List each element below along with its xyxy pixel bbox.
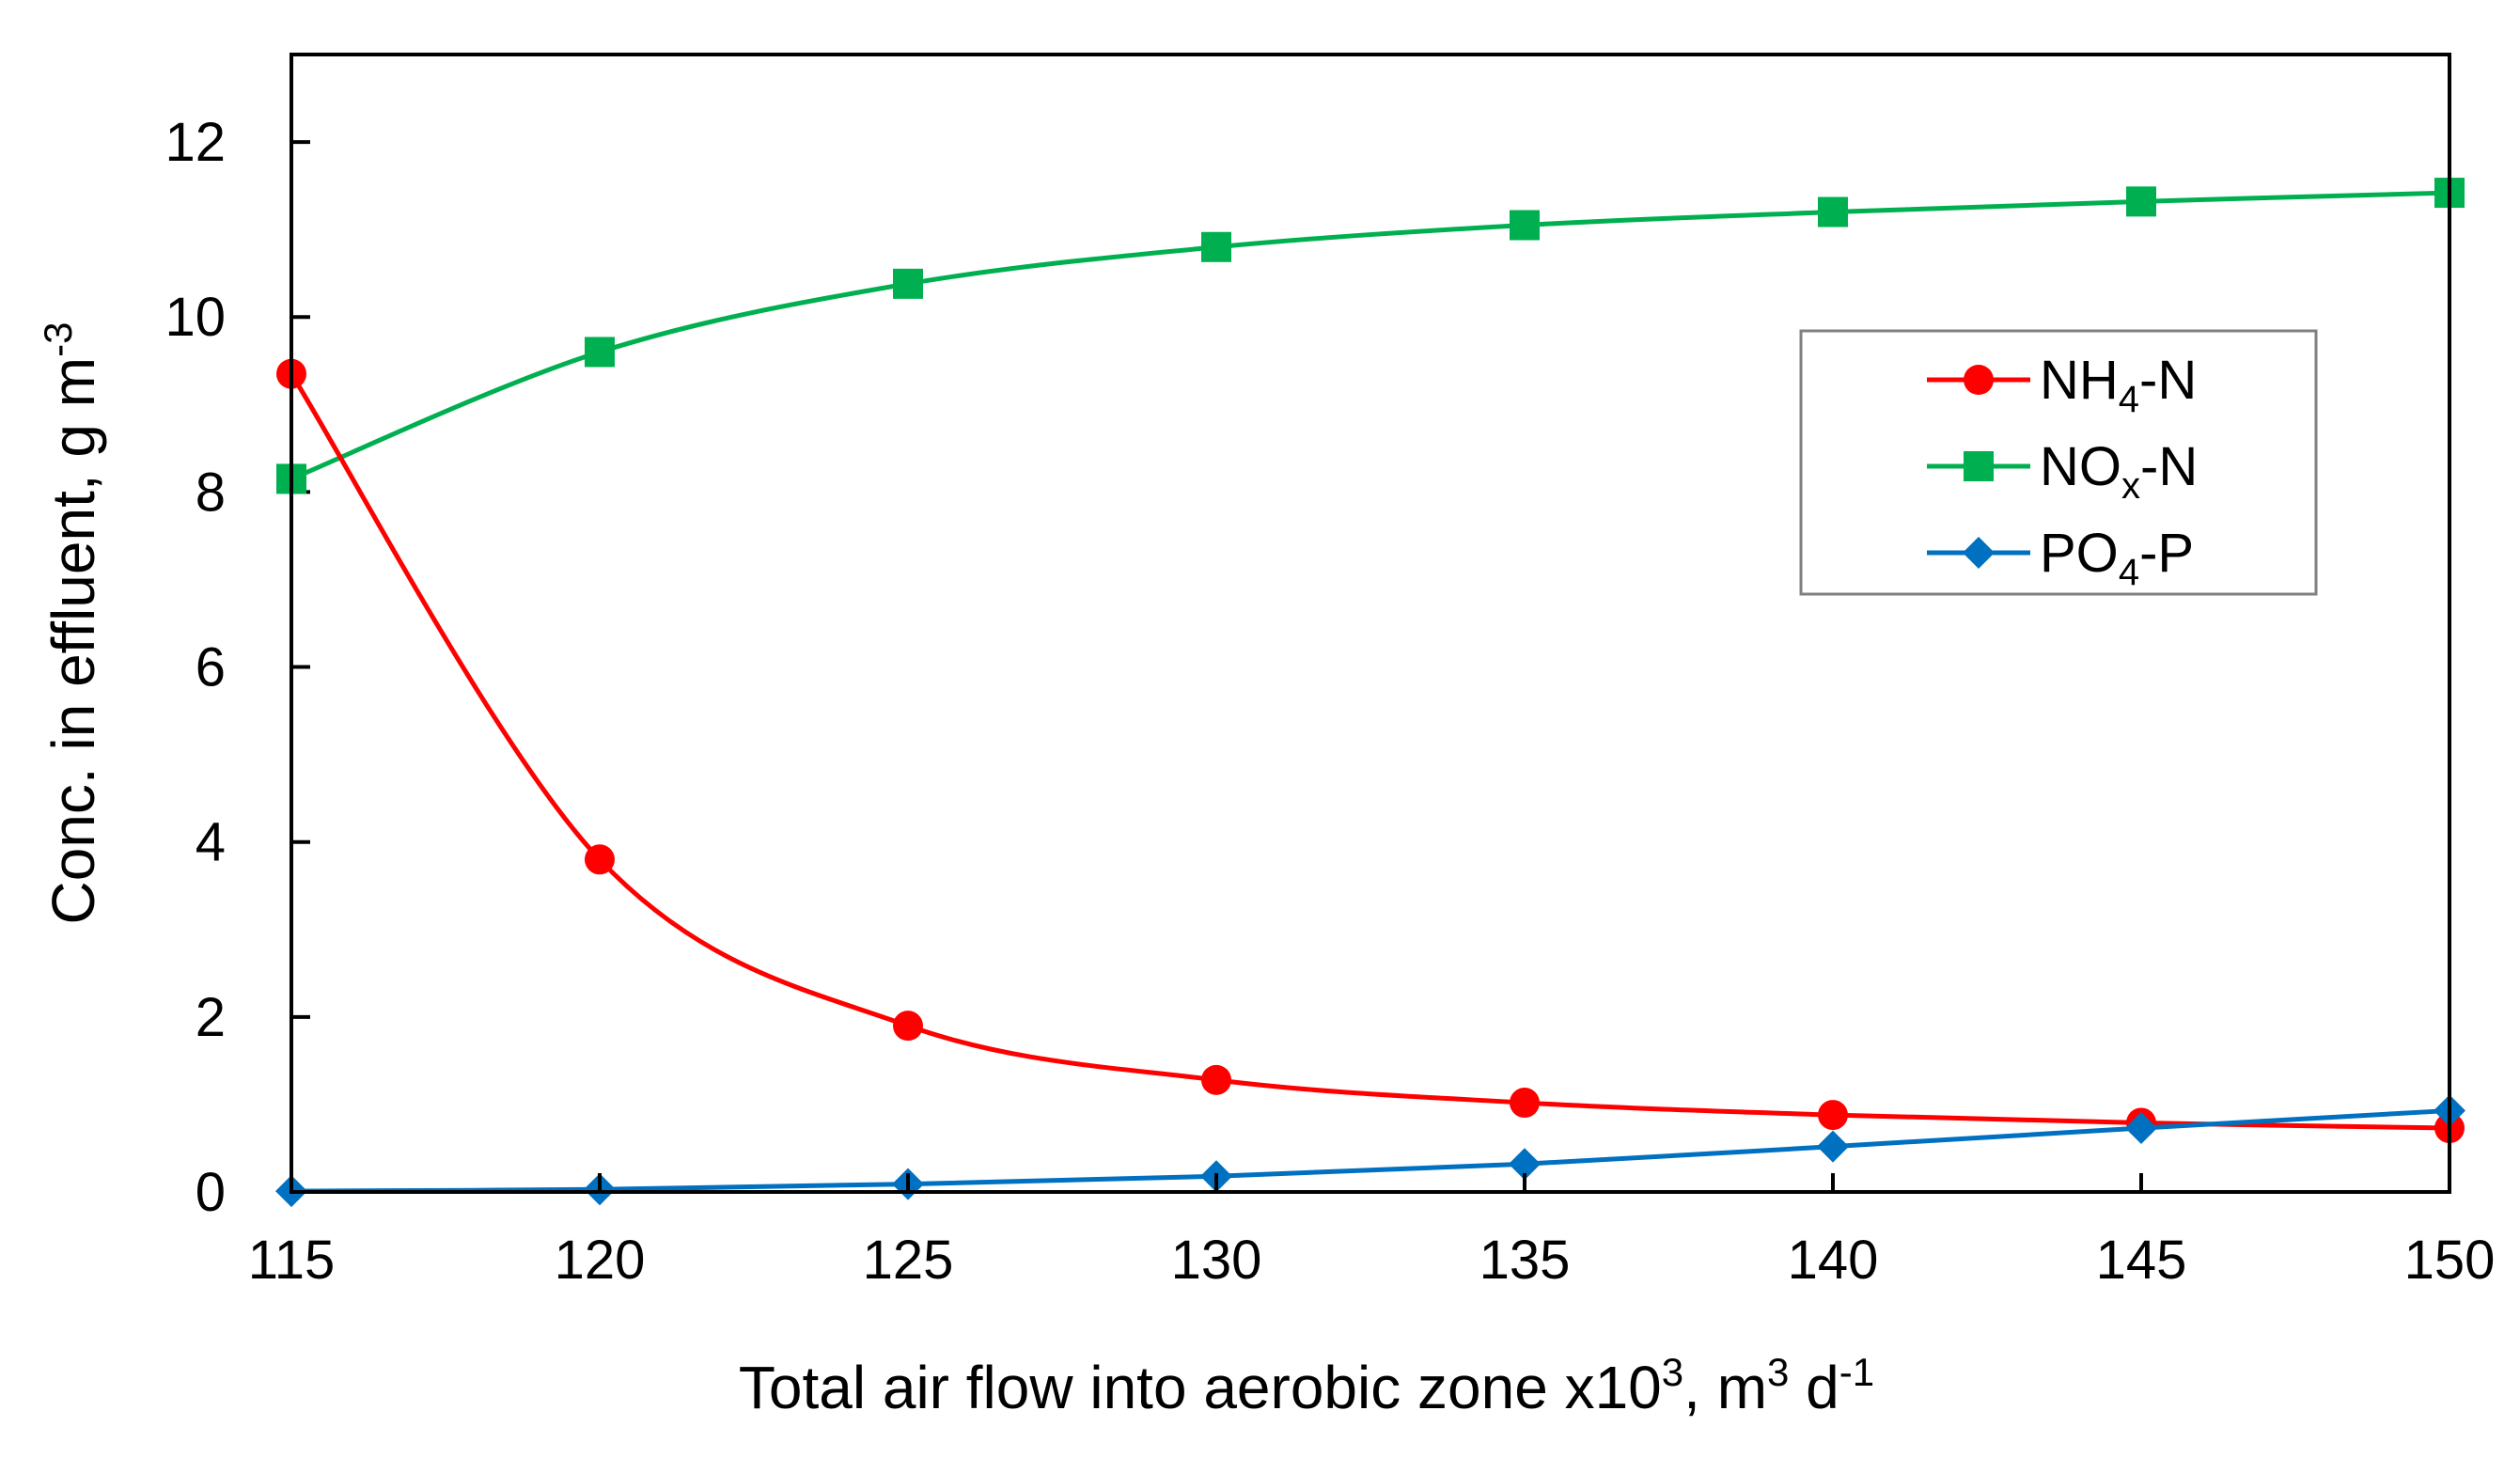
- data-point-nox-n: [893, 268, 923, 299]
- x-tick-label: 140: [1788, 1230, 1879, 1291]
- data-point-po4-p: [2125, 1112, 2157, 1145]
- series-group: [275, 178, 2465, 1208]
- x-tick-label: 130: [1171, 1230, 1262, 1291]
- series-line-po4-p: [290, 1107, 2450, 1194]
- legend-marker: [1964, 365, 1994, 395]
- y-tick-label: 4: [196, 812, 226, 873]
- legend-label: NOx-N: [2040, 436, 2198, 507]
- y-axis-title: Conc. in effluent, g m-3: [36, 322, 107, 925]
- series-line-nox-n: [290, 190, 2450, 481]
- x-tick-label: 150: [2404, 1230, 2496, 1291]
- series-nox-n: [276, 178, 2465, 494]
- data-point-nox-n: [1201, 231, 1231, 262]
- data-point-nh4-n: [893, 1011, 923, 1042]
- data-point-nh4-n: [1201, 1064, 1231, 1095]
- data-point-nox-n: [1510, 210, 1540, 241]
- legend: NH4-N NOx-N PO4-P: [1799, 329, 2318, 596]
- legend-item-nox-n: NOx-N: [1927, 436, 2198, 507]
- legend-item-nh4-n: NH4-N: [1927, 350, 2197, 420]
- legend-frame: [1799, 329, 2318, 596]
- x-tick-label: 135: [1479, 1230, 1571, 1291]
- legend-marker: [1963, 537, 1995, 569]
- series-po4-p: [275, 1094, 2465, 1208]
- data-point-nh4-n: [585, 844, 615, 875]
- legend-marker: [1964, 451, 1994, 481]
- y-tick-label: 12: [164, 112, 226, 173]
- data-point-nox-n: [585, 337, 615, 368]
- data-point-nox-n: [2126, 186, 2156, 217]
- x-tick-group: 115 120 125 130 135 140 145 150: [248, 1173, 2496, 1291]
- x-axis-title: Total air flow into aerobic zone x103, m…: [739, 1350, 1874, 1421]
- legend-label: PO4-P: [2040, 523, 2194, 593]
- data-point-po4-p: [1509, 1148, 1541, 1181]
- x-tick-label: 120: [555, 1230, 646, 1291]
- y-tick-label: 10: [164, 287, 226, 348]
- y-tick-label: 0: [196, 1162, 226, 1223]
- y-tick-label: 2: [196, 987, 226, 1048]
- y-tick-label: 8: [196, 462, 226, 523]
- legend-item-po4-p: PO4-P: [1927, 523, 2194, 593]
- plot-area-frame: [290, 53, 2451, 1194]
- x-tick-label: 145: [2096, 1230, 2187, 1291]
- data-point-nh4-n: [1510, 1088, 1540, 1119]
- x-tick-label: 125: [863, 1230, 954, 1291]
- x-tick-label: 115: [248, 1230, 335, 1291]
- data-point-po4-p: [1817, 1130, 1849, 1163]
- data-point-nh4-n: [1818, 1100, 1848, 1131]
- y-tick-group: 0 2 4 6 8 10 12: [164, 112, 310, 1223]
- legend-label: NH4-N: [2040, 350, 2197, 420]
- y-tick-label: 6: [196, 637, 226, 698]
- data-point-nox-n: [1818, 196, 1848, 227]
